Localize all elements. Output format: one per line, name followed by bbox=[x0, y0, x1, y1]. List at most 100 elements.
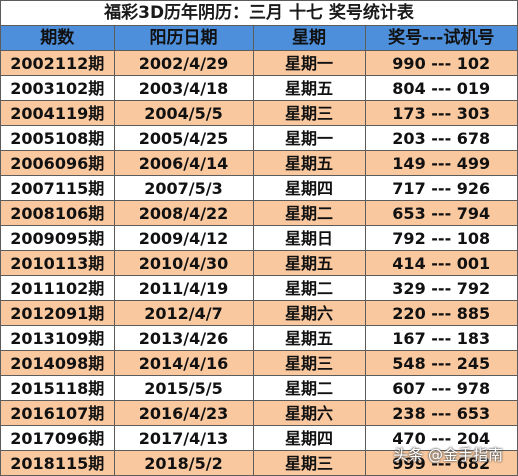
cell-date: 2018/5/2 bbox=[113, 450, 254, 476]
prize-number: 173 bbox=[392, 103, 426, 123]
cell-period: 2007115期 bbox=[1, 175, 115, 201]
number-separator: --- bbox=[431, 253, 452, 273]
cell-period: 2015118期 bbox=[1, 375, 115, 401]
cell-numbers: 792 --- 108 bbox=[364, 225, 517, 251]
prize-number: 167 bbox=[392, 328, 426, 348]
cell-date: 2008/4/22 bbox=[113, 200, 254, 226]
prize-number: 414 bbox=[392, 253, 426, 273]
cell-weekday: 星期一 bbox=[252, 50, 366, 76]
number-separator: --- bbox=[431, 328, 452, 348]
test-number: 792 bbox=[456, 278, 491, 298]
header-row: 期数 阳历日期 星期 奖号---试机号 bbox=[1, 26, 517, 51]
cell-date: 2013/4/26 bbox=[113, 325, 254, 351]
header-date: 阳历日期 bbox=[113, 26, 254, 51]
cell-weekday: 星期二 bbox=[252, 375, 366, 401]
cell-numbers: 414 --- 001 bbox=[364, 250, 517, 276]
cell-weekday: 星期四 bbox=[252, 175, 366, 201]
cell-period: 2002112期 bbox=[1, 50, 115, 76]
table-row: 2008106期 2008/4/22 星期二 653 --- 794 bbox=[1, 200, 517, 226]
cell-numbers: 167 --- 183 bbox=[364, 325, 517, 351]
cell-numbers: 203 --- 678 bbox=[364, 125, 517, 151]
cell-period: 2011102期 bbox=[1, 275, 115, 301]
watermark: 头条 @金手指南 bbox=[393, 444, 503, 465]
prize-number: 717 bbox=[392, 178, 426, 198]
cell-date: 2016/4/23 bbox=[113, 400, 254, 426]
cell-period: 2003102期 bbox=[1, 75, 115, 101]
cell-numbers: 804 --- 019 bbox=[364, 75, 517, 101]
cell-date: 2015/5/5 bbox=[113, 375, 254, 401]
cell-period: 2006096期 bbox=[1, 150, 115, 176]
test-number: 678 bbox=[456, 128, 491, 148]
cell-period: 2018115期 bbox=[1, 450, 115, 476]
prize-number: 548 bbox=[392, 353, 426, 373]
number-separator: --- bbox=[431, 278, 452, 298]
cell-date: 2005/4/25 bbox=[113, 125, 254, 151]
test-number: 183 bbox=[456, 328, 491, 348]
test-number: 499 bbox=[456, 153, 491, 173]
cell-weekday: 星期六 bbox=[252, 300, 366, 326]
cell-period: 2010113期 bbox=[1, 250, 115, 276]
number-separator: --- bbox=[431, 178, 452, 198]
cell-period: 2005108期 bbox=[1, 125, 115, 151]
table-row: 2010113期 2010/4/30 星期五 414 --- 001 bbox=[1, 250, 517, 276]
number-separator: --- bbox=[431, 403, 452, 423]
header-weekday: 星期 bbox=[252, 26, 366, 51]
cell-date: 2006/4/14 bbox=[113, 150, 254, 176]
test-number: 019 bbox=[456, 78, 491, 98]
test-number: 885 bbox=[456, 303, 491, 323]
prize-number: 203 bbox=[392, 128, 426, 148]
header-numbers: 奖号---试机号 bbox=[364, 26, 517, 51]
number-separator: --- bbox=[431, 353, 452, 373]
prize-number: 220 bbox=[392, 303, 426, 323]
table-row: 2002112期 2002/4/29 星期一 990 --- 102 bbox=[1, 50, 517, 76]
cell-date: 2011/4/19 bbox=[113, 275, 254, 301]
number-separator: --- bbox=[431, 428, 452, 448]
cell-weekday: 星期五 bbox=[252, 250, 366, 276]
prize-number: 804 bbox=[392, 78, 426, 98]
table-row: 2007115期 2007/5/3 星期四 717 --- 926 bbox=[1, 175, 517, 201]
test-number: 245 bbox=[456, 353, 491, 373]
header-period: 期数 bbox=[1, 26, 115, 51]
number-separator: --- bbox=[431, 153, 452, 173]
number-separator: --- bbox=[431, 453, 452, 473]
cell-weekday: 星期二 bbox=[252, 275, 366, 301]
prize-number: 792 bbox=[392, 228, 426, 248]
test-number: 108 bbox=[456, 228, 491, 248]
table-row: 2015118期 2015/5/5 星期二 607 --- 978 bbox=[1, 375, 517, 401]
test-number: 926 bbox=[456, 178, 491, 198]
test-number: 204 bbox=[456, 428, 491, 448]
cell-weekday: 星期二 bbox=[252, 200, 366, 226]
prize-number: 990 bbox=[392, 53, 426, 73]
number-separator: --- bbox=[431, 128, 452, 148]
watermark-text: 头条 @金手指南 bbox=[393, 446, 503, 464]
cell-numbers: 329 --- 792 bbox=[364, 275, 517, 301]
cell-weekday: 星期三 bbox=[252, 350, 366, 376]
prize-number: 149 bbox=[392, 153, 426, 173]
draw-results-table: 期数 阳历日期 星期 奖号---试机号 2002112期 2002/4/29 星期一… bbox=[1, 26, 517, 476]
table-row: 2004119期 2004/5/5 星期三 173 --- 303 bbox=[1, 100, 517, 126]
cell-period: 2016107期 bbox=[1, 400, 115, 426]
cell-weekday: 星期三 bbox=[252, 450, 366, 476]
number-separator: --- bbox=[431, 103, 452, 123]
prize-number: 470 bbox=[392, 428, 426, 448]
cell-weekday: 星期三 bbox=[252, 100, 366, 126]
table-row: 2011102期 2011/4/19 星期二 329 --- 792 bbox=[1, 275, 517, 301]
cell-date: 2002/4/29 bbox=[113, 50, 254, 76]
cell-date: 2012/4/7 bbox=[113, 300, 254, 326]
table-row: 2003102期 2003/4/18 星期五 804 --- 019 bbox=[1, 75, 517, 101]
number-separator: --- bbox=[431, 303, 452, 323]
cell-period: 2008106期 bbox=[1, 200, 115, 226]
cell-weekday: 星期一 bbox=[252, 125, 366, 151]
cell-period: 2012091期 bbox=[1, 300, 115, 326]
cell-weekday: 星期六 bbox=[252, 400, 366, 426]
test-number: 001 bbox=[456, 253, 491, 273]
cell-period: 2014098期 bbox=[1, 350, 115, 376]
cell-date: 2017/4/13 bbox=[113, 425, 254, 451]
cell-date: 2007/5/3 bbox=[113, 175, 254, 201]
cell-numbers: 173 --- 303 bbox=[364, 100, 517, 126]
cell-date: 2009/4/12 bbox=[113, 225, 254, 251]
prize-number: 329 bbox=[392, 278, 426, 298]
table-row: 2009095期 2009/4/12 星期日 792 --- 108 bbox=[1, 225, 517, 251]
number-separator: --- bbox=[431, 228, 452, 248]
table-row: 2016107期 2016/4/23 星期六 238 --- 653 bbox=[1, 400, 517, 426]
